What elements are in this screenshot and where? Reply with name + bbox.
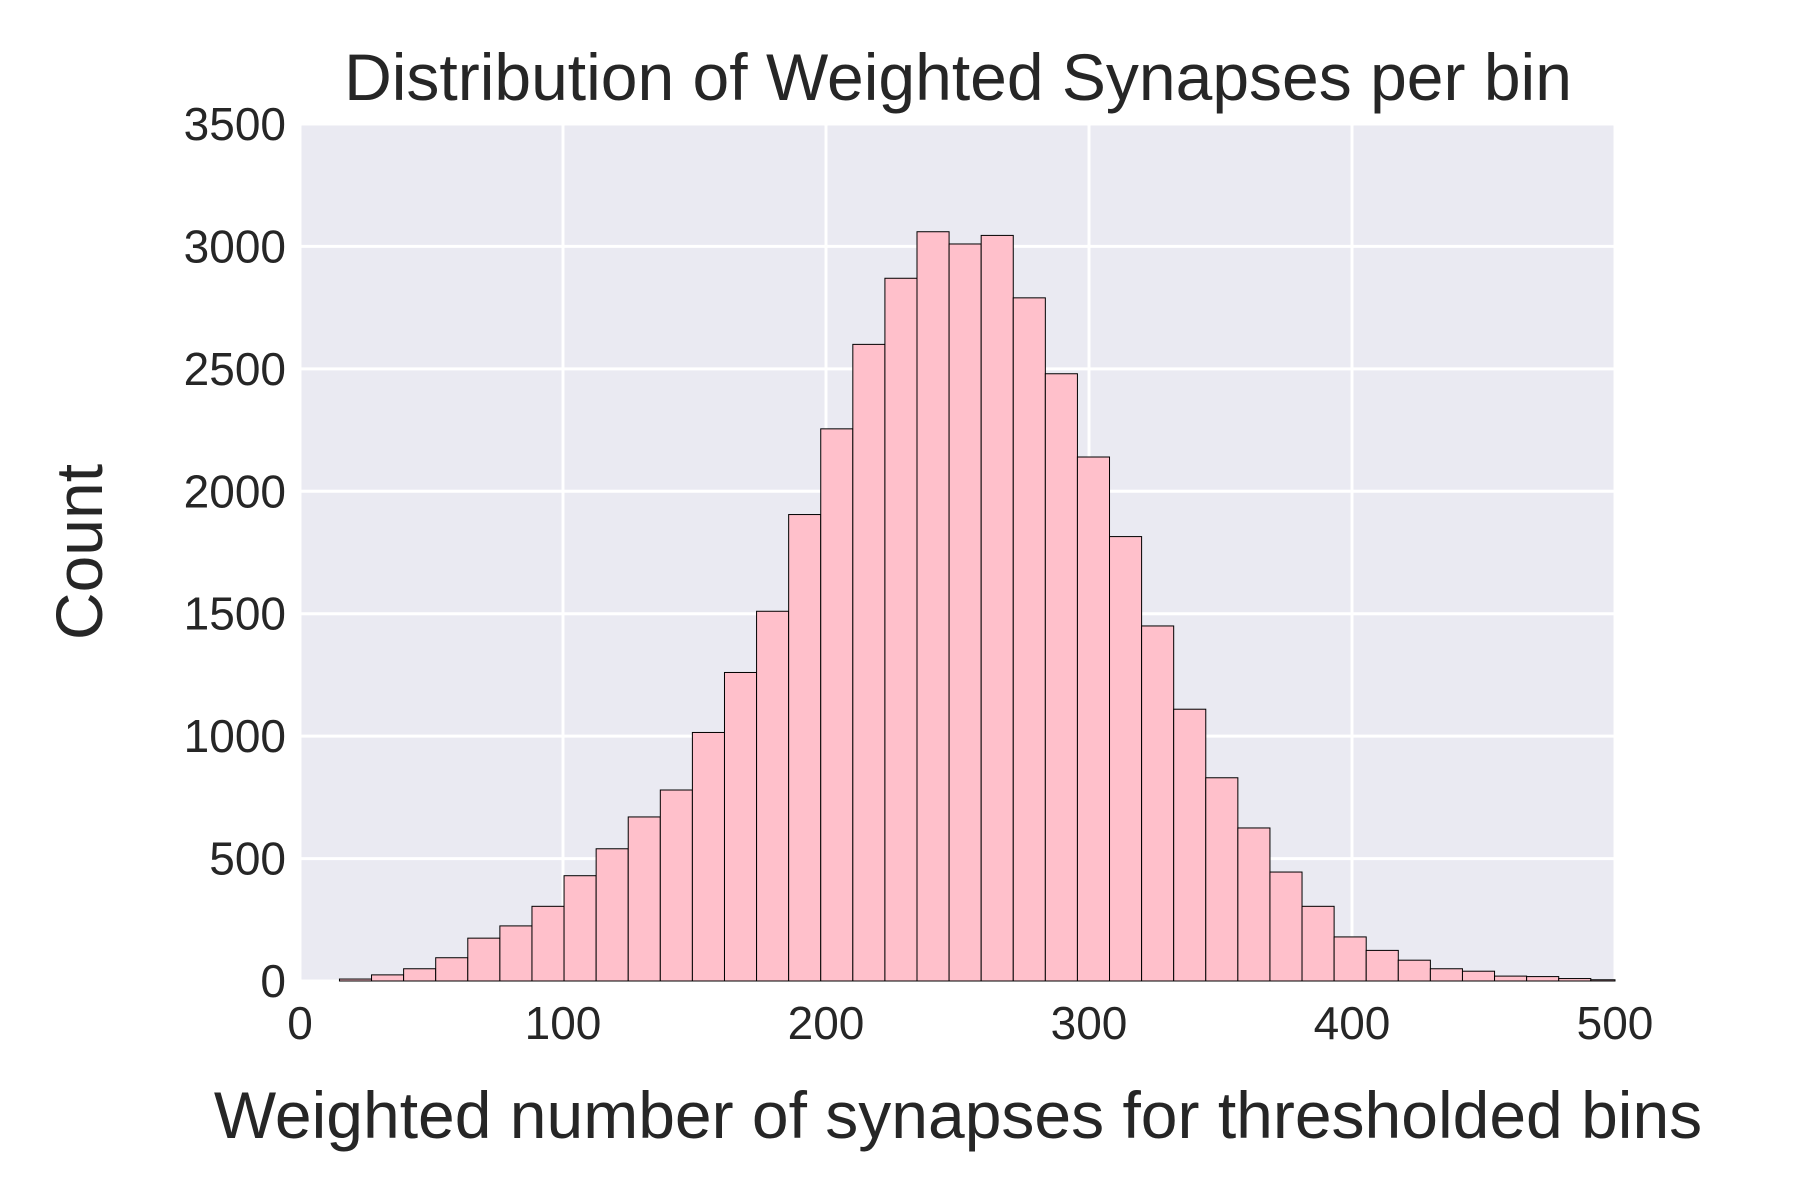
histogram-bar xyxy=(1205,777,1239,982)
histogram-bar xyxy=(1526,976,1560,982)
histogram-bar xyxy=(1333,936,1367,982)
bars xyxy=(338,231,1616,982)
histogram-bar xyxy=(1173,708,1207,982)
histogram-bar xyxy=(1494,975,1528,982)
histogram-bar xyxy=(1558,978,1592,982)
x-tick-label: 300 xyxy=(1051,997,1128,1049)
histogram-bar xyxy=(403,968,437,982)
histogram-bar xyxy=(1012,297,1046,982)
histogram-bar xyxy=(1076,456,1111,982)
y-tick-label: 3000 xyxy=(184,220,286,272)
histogram-bar xyxy=(756,610,790,982)
histogram-bar xyxy=(1301,905,1335,982)
histogram-bar xyxy=(1365,949,1399,982)
x-tick-label: 100 xyxy=(525,997,602,1049)
histogram-bar xyxy=(691,731,725,982)
y-tick-label: 2500 xyxy=(184,343,286,395)
histogram-bar xyxy=(1461,970,1496,982)
y-tick-label: 1500 xyxy=(184,588,286,640)
histogram-bar xyxy=(884,277,918,982)
histogram-bar xyxy=(916,231,950,982)
histogram-bar xyxy=(595,848,629,982)
x-axis-label: Weighted number of synapses for threshol… xyxy=(214,1078,1702,1152)
histogram-bar xyxy=(435,957,469,982)
histogram-bar xyxy=(723,671,758,982)
histogram-bar xyxy=(371,974,405,982)
histogram-bar xyxy=(1044,373,1078,982)
histogram-bar xyxy=(499,925,533,982)
histogram-bar xyxy=(659,789,693,982)
histogram-bar xyxy=(1141,625,1175,982)
histogram-bar xyxy=(563,875,597,982)
x-tick-label: 400 xyxy=(1314,997,1391,1049)
x-tick-label: 200 xyxy=(788,997,865,1049)
x-tick-label: 0 xyxy=(287,997,313,1049)
histogram-bar xyxy=(467,937,501,982)
histogram-bar xyxy=(1397,959,1431,982)
histogram-bar xyxy=(948,243,982,982)
y-tick-label: 500 xyxy=(209,833,286,885)
histogram-bar xyxy=(852,343,886,982)
histogram-bar xyxy=(788,514,822,982)
y-tick-label: 3500 xyxy=(184,98,286,150)
histogram-bar xyxy=(1109,536,1143,982)
x-tick-labels: 0 100 200 300 400 500 xyxy=(287,997,1653,1049)
histogram-bar xyxy=(1590,979,1616,982)
chart-title: Distribution of Weighted Synapses per bi… xyxy=(344,40,1572,114)
y-tick-labels: 0 500 1000 1500 2000 2500 3000 3500 xyxy=(184,98,286,1007)
y-tick-label: 0 xyxy=(260,955,286,1007)
histogram-bar xyxy=(1269,871,1303,982)
histogram-bar xyxy=(1429,968,1463,982)
histogram-bar xyxy=(627,816,661,982)
histogram-bar xyxy=(820,428,854,982)
x-tick-label: 500 xyxy=(1577,997,1654,1049)
y-axis-label: Count xyxy=(42,464,116,640)
y-tick-label: 1000 xyxy=(184,710,286,762)
histogram-bar xyxy=(531,905,565,982)
histogram-bar xyxy=(980,234,1014,982)
y-tick-label: 2000 xyxy=(184,465,286,517)
histogram-bar xyxy=(1237,827,1271,982)
histogram-bar xyxy=(338,978,373,982)
